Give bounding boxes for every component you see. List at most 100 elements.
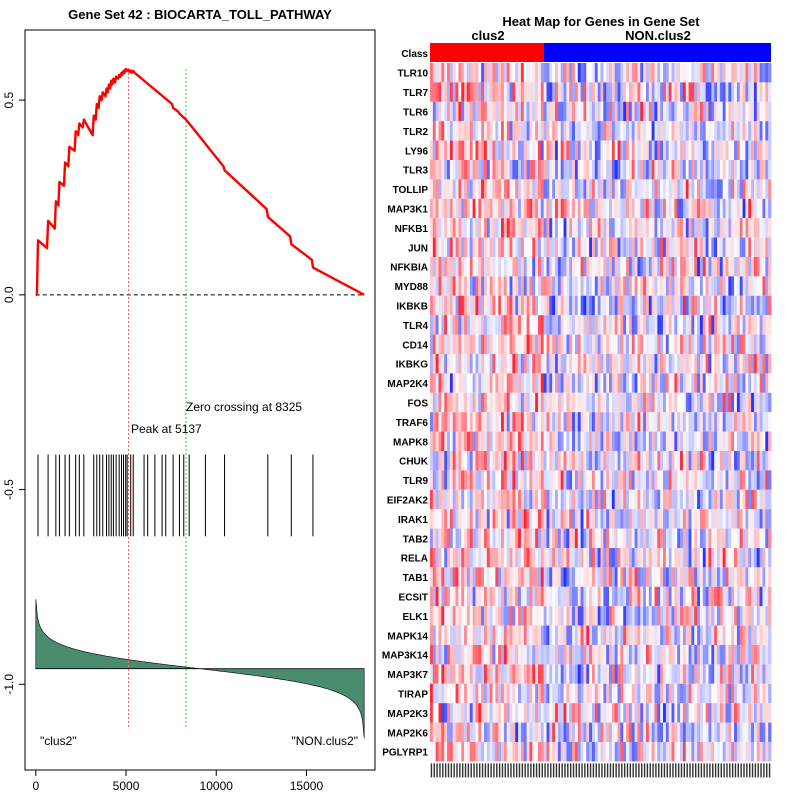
heatmap-cell xyxy=(583,431,587,451)
heatmap-cell xyxy=(466,625,471,645)
heatmap-cell xyxy=(549,373,553,393)
heatmap-cell xyxy=(717,276,721,296)
heatmap-cell xyxy=(591,121,596,141)
heatmap-cell xyxy=(572,742,576,762)
heatmap-cell xyxy=(501,606,505,626)
heatmap-cell xyxy=(486,121,491,141)
heatmap-cell xyxy=(461,431,465,451)
heatmap-cell xyxy=(481,218,485,238)
heatmap-cell xyxy=(552,257,556,277)
heatmap-cell xyxy=(714,489,718,510)
heatmap-cell xyxy=(495,683,499,704)
heatmap-cell xyxy=(481,392,485,413)
heatmap-cell xyxy=(540,625,545,645)
heatmap-cell xyxy=(566,431,570,451)
heatmap-cell xyxy=(677,683,681,704)
heatmap-cell xyxy=(469,451,474,471)
heatmap-cell xyxy=(557,295,562,316)
heatmap-cell xyxy=(742,528,746,548)
heatmap-class-row-label: Class xyxy=(401,49,428,60)
heatmap-cell xyxy=(537,451,542,471)
heatmap-cell xyxy=(475,63,479,83)
heatmap-cell xyxy=(444,218,448,238)
heatmap-cell xyxy=(458,354,462,374)
heatmap-cell xyxy=(441,625,445,645)
heatmap-cell xyxy=(447,140,451,160)
heatmap-cell xyxy=(572,567,576,587)
heatmap-cell xyxy=(464,101,468,122)
heatmap-cell xyxy=(552,295,556,316)
heatmap-cell xyxy=(432,218,437,238)
heatmap-cell xyxy=(765,160,769,180)
heatmap-cell xyxy=(563,683,567,704)
heatmap-cell xyxy=(489,373,493,393)
heatmap-cell xyxy=(705,528,709,548)
heatmap-cell xyxy=(705,198,709,219)
heatmap-cell xyxy=(680,63,684,83)
heatmap-cell xyxy=(472,586,476,607)
heatmap-cell xyxy=(432,586,437,607)
heatmap-cell xyxy=(702,140,707,160)
heatmap-cell xyxy=(768,101,772,122)
heatmap-cell xyxy=(461,470,465,490)
heatmap-cell xyxy=(614,567,618,587)
heatmap-cell xyxy=(461,354,465,374)
heatmap-cell xyxy=(668,683,672,704)
heatmap-cell xyxy=(671,334,675,354)
heatmap-cell xyxy=(512,470,516,490)
heatmap-cell xyxy=(674,548,678,568)
heatmap-cell xyxy=(535,82,539,102)
heatmap-cell xyxy=(523,295,528,316)
heatmap-cell xyxy=(682,703,687,723)
heatmap-cell xyxy=(759,63,763,83)
heatmap-cell xyxy=(444,373,448,393)
heatmap-cell xyxy=(455,276,459,296)
heatmap-cell xyxy=(566,392,570,413)
heatmap-cell xyxy=(580,431,584,451)
heatmap-cell xyxy=(617,664,621,684)
heatmap-cell xyxy=(526,451,530,471)
heatmap-cell xyxy=(657,315,661,335)
heatmap-cell xyxy=(586,412,590,432)
heatmap-cell xyxy=(697,722,701,742)
heatmap-cell xyxy=(563,567,567,587)
heatmap-cell xyxy=(634,742,638,762)
heatmap-cell xyxy=(572,470,576,490)
heatmap-cell xyxy=(458,140,462,160)
heatmap-cell xyxy=(702,586,707,607)
heatmap-cell xyxy=(560,528,564,548)
heatmap-cell xyxy=(498,548,502,568)
heatmap-cell xyxy=(577,334,582,354)
heatmap-cell xyxy=(529,625,533,645)
heatmap-cell xyxy=(498,82,502,102)
heatmap-cell xyxy=(705,257,709,277)
heatmap-cell xyxy=(449,82,454,102)
x-tick-label-1: 5000 xyxy=(113,779,140,793)
heatmap-cell xyxy=(526,586,530,607)
heatmap-cell xyxy=(691,431,695,451)
heatmap-cell xyxy=(748,334,752,354)
heatmap-cell xyxy=(572,489,576,510)
heatmap-cell xyxy=(543,703,547,723)
heatmap-cell xyxy=(739,742,743,762)
heatmap-cell xyxy=(753,237,758,257)
heatmap-cell xyxy=(694,334,698,354)
heatmap-cell xyxy=(464,645,468,665)
heatmap-cell xyxy=(472,451,476,471)
heatmap-cell xyxy=(430,606,434,626)
heatmap-cell xyxy=(762,179,766,199)
heatmap-cell xyxy=(671,528,675,548)
heatmap-row-ecsit xyxy=(430,586,772,607)
sample-label-mark xyxy=(464,763,467,778)
heatmap-cell xyxy=(515,237,519,257)
heatmap-cell xyxy=(555,257,559,277)
heatmap-cell xyxy=(702,489,707,510)
heatmap-cell xyxy=(523,703,528,723)
heatmap-cell xyxy=(753,567,758,587)
heatmap-cell xyxy=(631,63,635,83)
sample-label-mark xyxy=(493,763,495,778)
heatmap-cell xyxy=(515,82,519,102)
heatmap-cell xyxy=(677,218,681,238)
heatmap-cell xyxy=(557,567,562,587)
heatmap-cell xyxy=(702,295,707,316)
